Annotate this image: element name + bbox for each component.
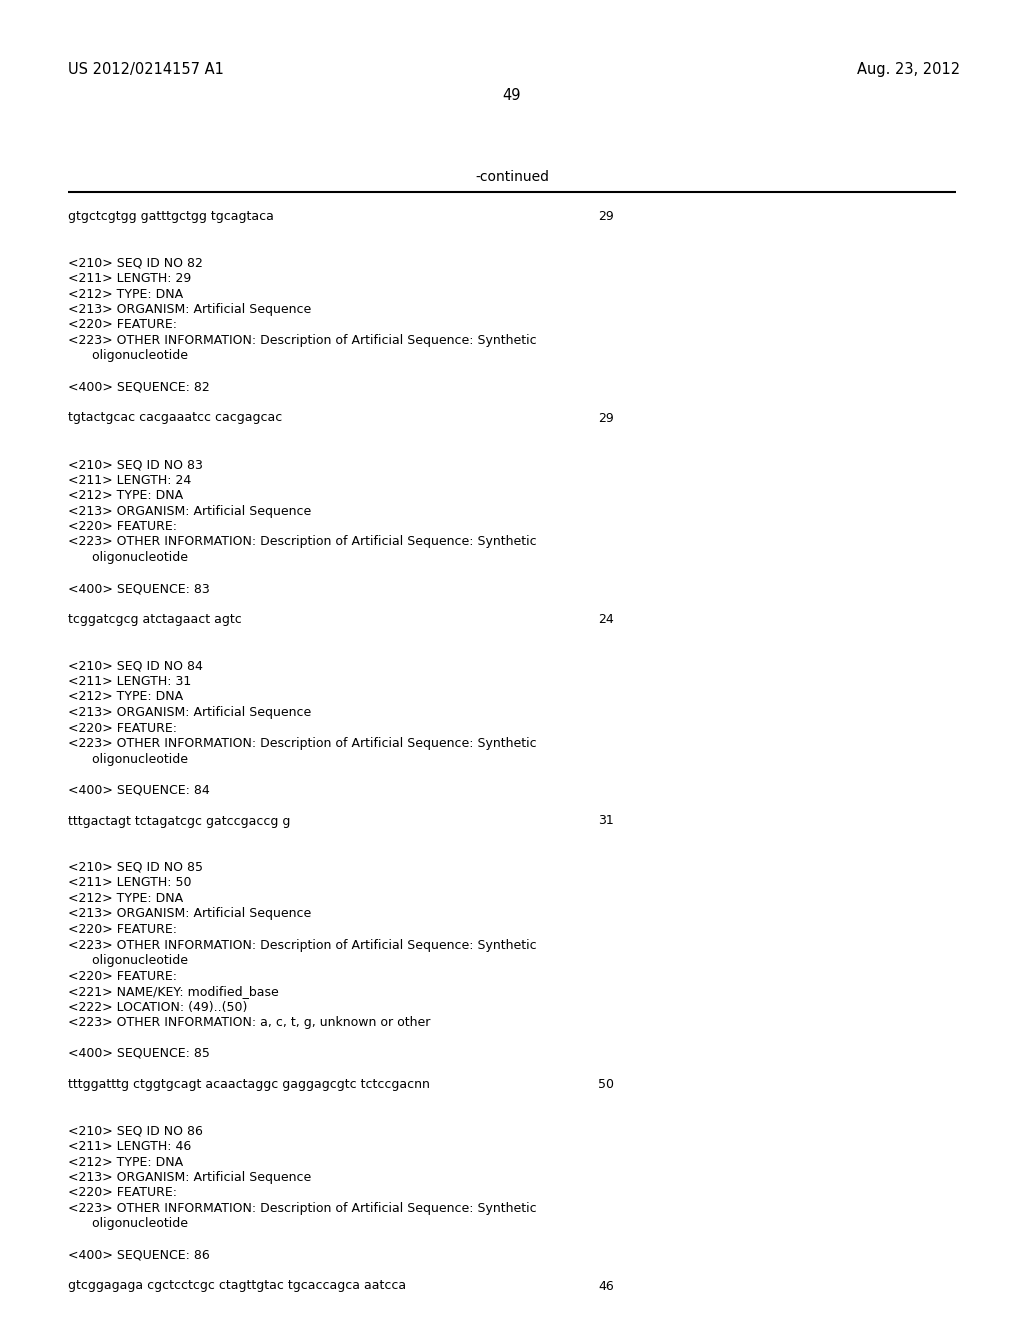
Text: oligonucleotide: oligonucleotide bbox=[68, 1217, 188, 1230]
Text: tttgactagt tctagatcgc gatccgaccg g: tttgactagt tctagatcgc gatccgaccg g bbox=[68, 814, 291, 828]
Text: -continued: -continued bbox=[475, 170, 549, 183]
Text: <212> TYPE: DNA: <212> TYPE: DNA bbox=[68, 892, 183, 906]
Text: <212> TYPE: DNA: <212> TYPE: DNA bbox=[68, 1155, 183, 1168]
Text: <210> SEQ ID NO 84: <210> SEQ ID NO 84 bbox=[68, 660, 203, 672]
Text: <400> SEQUENCE: 85: <400> SEQUENCE: 85 bbox=[68, 1047, 210, 1060]
Text: <210> SEQ ID NO 86: <210> SEQ ID NO 86 bbox=[68, 1125, 203, 1138]
Text: 50: 50 bbox=[598, 1078, 614, 1092]
Text: oligonucleotide: oligonucleotide bbox=[68, 954, 188, 968]
Text: <400> SEQUENCE: 86: <400> SEQUENCE: 86 bbox=[68, 1249, 210, 1262]
Text: <220> FEATURE:: <220> FEATURE: bbox=[68, 520, 177, 533]
Text: <221> NAME/KEY: modified_base: <221> NAME/KEY: modified_base bbox=[68, 985, 279, 998]
Text: Aug. 23, 2012: Aug. 23, 2012 bbox=[857, 62, 961, 77]
Text: <211> LENGTH: 46: <211> LENGTH: 46 bbox=[68, 1140, 191, 1152]
Text: <220> FEATURE:: <220> FEATURE: bbox=[68, 1187, 177, 1200]
Text: 46: 46 bbox=[598, 1279, 613, 1292]
Text: <400> SEQUENCE: 84: <400> SEQUENCE: 84 bbox=[68, 784, 210, 796]
Text: gtcggagaga cgctcctcgc ctagttgtac tgcaccagca aatcca: gtcggagaga cgctcctcgc ctagttgtac tgcacca… bbox=[68, 1279, 407, 1292]
Text: oligonucleotide: oligonucleotide bbox=[68, 550, 188, 564]
Text: tgtactgcac cacgaaatcc cacgagcac: tgtactgcac cacgaaatcc cacgagcac bbox=[68, 412, 283, 425]
Text: <212> TYPE: DNA: <212> TYPE: DNA bbox=[68, 488, 183, 502]
Text: <210> SEQ ID NO 85: <210> SEQ ID NO 85 bbox=[68, 861, 203, 874]
Text: <210> SEQ ID NO 82: <210> SEQ ID NO 82 bbox=[68, 256, 203, 269]
Text: <213> ORGANISM: Artificial Sequence: <213> ORGANISM: Artificial Sequence bbox=[68, 504, 311, 517]
Text: <213> ORGANISM: Artificial Sequence: <213> ORGANISM: Artificial Sequence bbox=[68, 908, 311, 920]
Text: tcggatcgcg atctagaact agtc: tcggatcgcg atctagaact agtc bbox=[68, 612, 242, 626]
Text: 24: 24 bbox=[598, 612, 613, 626]
Text: <222> LOCATION: (49)..(50): <222> LOCATION: (49)..(50) bbox=[68, 1001, 248, 1014]
Text: <212> TYPE: DNA: <212> TYPE: DNA bbox=[68, 288, 183, 301]
Text: <211> LENGTH: 50: <211> LENGTH: 50 bbox=[68, 876, 191, 890]
Text: <223> OTHER INFORMATION: Description of Artificial Sequence: Synthetic: <223> OTHER INFORMATION: Description of … bbox=[68, 737, 537, 750]
Text: <220> FEATURE:: <220> FEATURE: bbox=[68, 318, 177, 331]
Text: <213> ORGANISM: Artificial Sequence: <213> ORGANISM: Artificial Sequence bbox=[68, 706, 311, 719]
Text: <211> LENGTH: 29: <211> LENGTH: 29 bbox=[68, 272, 191, 285]
Text: US 2012/0214157 A1: US 2012/0214157 A1 bbox=[68, 62, 224, 77]
Text: <212> TYPE: DNA: <212> TYPE: DNA bbox=[68, 690, 183, 704]
Text: oligonucleotide: oligonucleotide bbox=[68, 350, 188, 363]
Text: <400> SEQUENCE: 82: <400> SEQUENCE: 82 bbox=[68, 380, 210, 393]
Text: tttggatttg ctggtgcagt acaactaggc gaggagcgtc tctccgacnn: tttggatttg ctggtgcagt acaactaggc gaggagc… bbox=[68, 1078, 430, 1092]
Text: <223> OTHER INFORMATION: Description of Artificial Sequence: Synthetic: <223> OTHER INFORMATION: Description of … bbox=[68, 536, 537, 549]
Text: <223> OTHER INFORMATION: Description of Artificial Sequence: Synthetic: <223> OTHER INFORMATION: Description of … bbox=[68, 1203, 537, 1214]
Text: <223> OTHER INFORMATION: a, c, t, g, unknown or other: <223> OTHER INFORMATION: a, c, t, g, unk… bbox=[68, 1016, 430, 1030]
Text: 29: 29 bbox=[598, 412, 613, 425]
Text: <223> OTHER INFORMATION: Description of Artificial Sequence: Synthetic: <223> OTHER INFORMATION: Description of … bbox=[68, 939, 537, 952]
Text: <211> LENGTH: 24: <211> LENGTH: 24 bbox=[68, 474, 191, 487]
Text: <220> FEATURE:: <220> FEATURE: bbox=[68, 923, 177, 936]
Text: 29: 29 bbox=[598, 210, 613, 223]
Text: <220> FEATURE:: <220> FEATURE: bbox=[68, 969, 177, 982]
Text: gtgctcgtgg gatttgctgg tgcagtaca: gtgctcgtgg gatttgctgg tgcagtaca bbox=[68, 210, 273, 223]
Text: oligonucleotide: oligonucleotide bbox=[68, 752, 188, 766]
Text: <210> SEQ ID NO 83: <210> SEQ ID NO 83 bbox=[68, 458, 203, 471]
Text: <220> FEATURE:: <220> FEATURE: bbox=[68, 722, 177, 734]
Text: <213> ORGANISM: Artificial Sequence: <213> ORGANISM: Artificial Sequence bbox=[68, 304, 311, 315]
Text: <211> LENGTH: 31: <211> LENGTH: 31 bbox=[68, 675, 191, 688]
Text: 31: 31 bbox=[598, 814, 613, 828]
Text: <400> SEQUENCE: 83: <400> SEQUENCE: 83 bbox=[68, 582, 210, 595]
Text: 49: 49 bbox=[503, 88, 521, 103]
Text: <223> OTHER INFORMATION: Description of Artificial Sequence: Synthetic: <223> OTHER INFORMATION: Description of … bbox=[68, 334, 537, 347]
Text: <213> ORGANISM: Artificial Sequence: <213> ORGANISM: Artificial Sequence bbox=[68, 1171, 311, 1184]
